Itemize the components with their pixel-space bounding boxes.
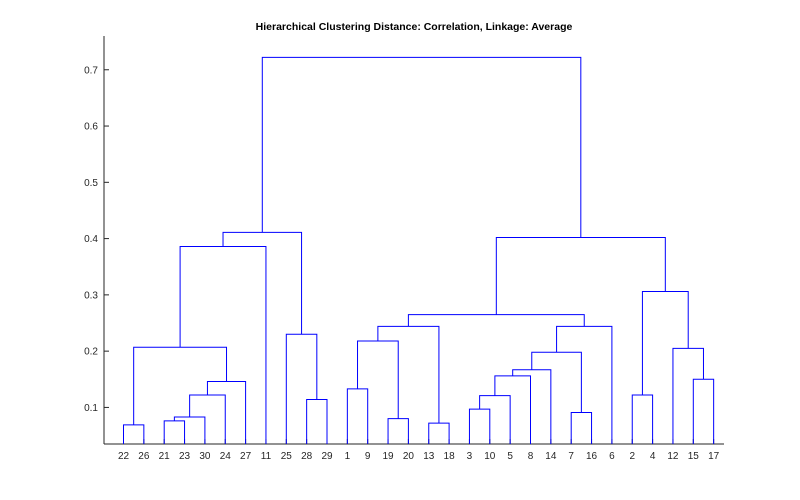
dendrogram-link bbox=[570, 411, 593, 444]
leaf-label: 20 bbox=[403, 451, 415, 462]
dendrogram-link bbox=[387, 418, 409, 444]
leaf-label: 2 bbox=[629, 451, 635, 462]
dendrogram-link bbox=[672, 347, 704, 444]
dendrogram-link bbox=[692, 378, 715, 444]
leaf-label: 10 bbox=[484, 451, 496, 462]
y-axis: 0.1 0.2 0.3 0.4 0.5 0.6 0.7 bbox=[84, 36, 109, 444]
leaf-label: 4 bbox=[650, 451, 656, 462]
leaf-label: 12 bbox=[667, 451, 679, 462]
leaf-label: 7 bbox=[568, 451, 574, 462]
leaf-label: 15 bbox=[688, 451, 700, 462]
leaf-label: 11 bbox=[261, 451, 272, 462]
y-tick-label: 0.6 bbox=[84, 122, 98, 133]
leaf-label: 29 bbox=[321, 451, 333, 462]
dendrogram-link bbox=[123, 424, 145, 444]
dendrogram-link bbox=[641, 290, 689, 396]
y-tick-label: 0.7 bbox=[84, 65, 98, 76]
dendrogram-link bbox=[222, 231, 303, 335]
dendrogram-link bbox=[428, 422, 450, 444]
dendrogram-link bbox=[631, 394, 654, 444]
dendrogram-link bbox=[179, 245, 267, 444]
leaf-label: 30 bbox=[199, 451, 211, 462]
dendrogram-link bbox=[407, 314, 585, 327]
dendrogram-link bbox=[285, 333, 318, 444]
leaf-label: 17 bbox=[708, 451, 720, 462]
dendrogram-link bbox=[133, 346, 228, 425]
leaf-label: 13 bbox=[423, 451, 435, 462]
leaf-label: 1 bbox=[345, 451, 351, 462]
y-tick-label: 0.4 bbox=[84, 234, 98, 245]
leaf-label: 9 bbox=[365, 451, 371, 462]
leaf-label: 8 bbox=[528, 451, 534, 462]
y-tick-label: 0.1 bbox=[84, 403, 98, 414]
dendrogram-link bbox=[556, 325, 613, 444]
dendrogram-link bbox=[479, 395, 511, 444]
y-tick-label: 0.3 bbox=[84, 290, 98, 301]
y-tick-label: 0.5 bbox=[84, 178, 98, 189]
dendrogram-link bbox=[512, 369, 552, 444]
dendrogram-links bbox=[123, 56, 715, 444]
leaf-label: 24 bbox=[220, 451, 232, 462]
leaf-label: 5 bbox=[507, 451, 513, 462]
dendrogram-link bbox=[173, 416, 206, 444]
leaf-label: 23 bbox=[179, 451, 191, 462]
leaf-label: 28 bbox=[301, 451, 313, 462]
leaf-label: 22 bbox=[118, 451, 130, 462]
dendrogram-link bbox=[495, 236, 666, 315]
leaf-label: 19 bbox=[382, 451, 394, 462]
dendrogram-link bbox=[468, 408, 491, 444]
dendrogram-link bbox=[531, 351, 582, 413]
leaf-label: 6 bbox=[609, 451, 615, 462]
chart-title: Hierarchical Clustering Distance: Correl… bbox=[256, 21, 573, 33]
leaf-label: 25 bbox=[281, 451, 293, 462]
leaf-label: 3 bbox=[467, 451, 473, 462]
leaf-label: 21 bbox=[159, 451, 171, 462]
dendrogram-link bbox=[163, 420, 186, 444]
dendrogram-link bbox=[261, 56, 582, 238]
dendrogram-link bbox=[206, 381, 247, 444]
dendrogram-link bbox=[357, 340, 399, 419]
leaf-label: 26 bbox=[138, 451, 150, 462]
dendrogram-link bbox=[306, 399, 328, 444]
leaf-label: 18 bbox=[444, 451, 456, 462]
leaf-label: 16 bbox=[586, 451, 598, 462]
dendrogram-link bbox=[494, 375, 531, 444]
y-tick-label: 0.2 bbox=[84, 347, 98, 358]
leaf-label: 14 bbox=[545, 451, 557, 462]
x-axis: 22 26 21 23 30 24 27 11 25 28 29 1 9 19 20 13 18 3 10 5 8 14 7… bbox=[104, 439, 724, 462]
leaf-label: 27 bbox=[240, 451, 252, 462]
dendrogram-link bbox=[189, 394, 226, 444]
dendrogram-link bbox=[346, 388, 369, 444]
